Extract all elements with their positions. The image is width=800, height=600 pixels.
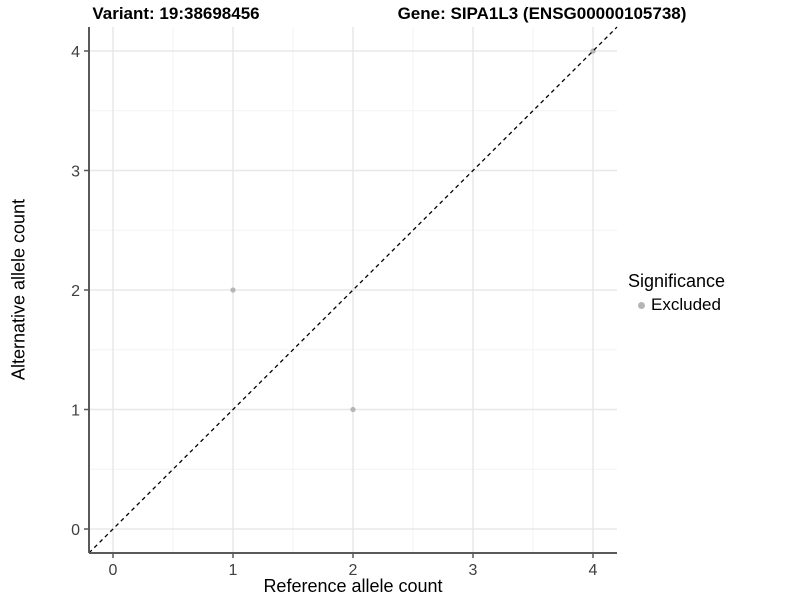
x-tick-label: 1 [229, 562, 238, 579]
plot-title-gene: Gene: SIPA1L3 (ENSG00000105738) [397, 4, 687, 23]
data-point [230, 287, 236, 293]
y-tick-label: 0 [71, 522, 80, 539]
x-tick-label: 0 [109, 562, 118, 579]
legend-item-label: Excluded [651, 295, 721, 314]
y-tick-label: 2 [71, 283, 80, 300]
x-tick-label: 3 [469, 562, 478, 579]
plot-title-variant: Variant: 19:38698456 [92, 4, 260, 23]
x-tick-label: 2 [349, 562, 358, 579]
legend-title: Significance [628, 271, 726, 291]
y-tick-label: 4 [71, 44, 80, 61]
y-axis-title: Alternative allele count [8, 198, 29, 381]
x-tick-label: 4 [589, 562, 598, 579]
y-tick-label: 3 [71, 164, 80, 181]
data-point [350, 406, 356, 413]
legend: Significance Excluded [628, 269, 725, 316]
excluded-marker-swatch-icon [638, 301, 645, 309]
x-axis-title: Reference allele count [263, 576, 443, 596]
y-tick-label: 1 [71, 403, 80, 420]
legend-item-excluded: Excluded [628, 294, 725, 316]
